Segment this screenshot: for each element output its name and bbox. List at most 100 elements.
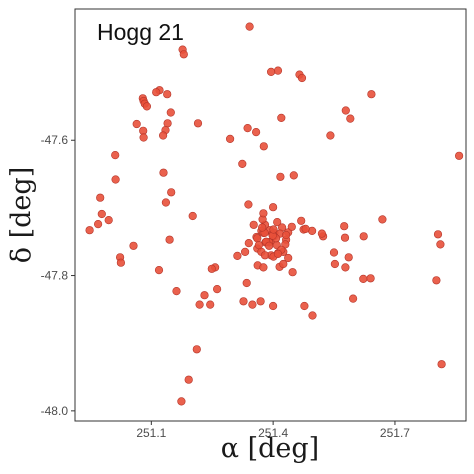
data-point <box>248 300 257 309</box>
data-point <box>165 235 174 244</box>
data-point <box>432 276 441 285</box>
data-point <box>437 360 446 369</box>
data-point <box>289 171 298 180</box>
data-point <box>200 291 209 300</box>
data-point <box>244 239 253 248</box>
data-point <box>195 300 204 309</box>
data-point <box>239 297 248 306</box>
data-point <box>167 188 176 197</box>
data-point <box>184 375 193 384</box>
data-point <box>241 247 250 256</box>
data-point <box>330 259 340 269</box>
data-point <box>284 253 293 263</box>
x-tick-label: 251.1 <box>136 426 166 440</box>
data-point <box>152 88 161 97</box>
data-point <box>256 297 265 306</box>
data-point <box>276 172 285 181</box>
data-point <box>244 200 253 209</box>
data-point <box>96 193 105 202</box>
data-point <box>116 258 125 267</box>
data-point <box>206 300 215 309</box>
data-point <box>259 209 268 218</box>
data-point <box>161 198 170 207</box>
data-point <box>349 294 358 303</box>
x-axis-ticks: 251.1 251.4 251.7 <box>136 421 410 440</box>
data-point <box>277 113 286 122</box>
data-point <box>317 229 327 238</box>
data-point <box>265 241 274 250</box>
data-point <box>129 241 138 250</box>
data-point <box>193 119 203 128</box>
data-point <box>267 67 276 76</box>
data-point <box>97 209 106 219</box>
data-point <box>166 108 175 117</box>
data-point <box>159 168 168 177</box>
data-point <box>93 220 103 229</box>
data-point <box>159 131 168 140</box>
data-point <box>340 222 349 231</box>
plot-panel-border <box>74 8 467 422</box>
data-point <box>366 274 375 283</box>
data-point <box>254 241 263 250</box>
data-point <box>188 211 197 221</box>
data-point <box>287 222 296 231</box>
data-point <box>245 22 254 31</box>
data-point <box>282 230 291 240</box>
data-point <box>242 278 251 288</box>
data-point <box>207 264 216 273</box>
y-tick-label: -48.0 <box>41 404 69 418</box>
data-point <box>179 50 188 59</box>
data-point <box>177 397 186 406</box>
data-point <box>111 151 120 160</box>
y-axis-ticks: -47.6 -47.8 -48.0 <box>41 133 75 418</box>
data-point <box>192 345 201 354</box>
data-point <box>233 251 242 260</box>
data-point <box>436 240 445 249</box>
data-point <box>273 218 282 227</box>
data-point <box>326 131 335 140</box>
data-point <box>300 301 309 311</box>
y-axis-title: δ [deg] <box>6 167 37 263</box>
data-point <box>367 90 376 99</box>
data-point <box>213 285 222 294</box>
data-point <box>329 248 339 257</box>
data-point <box>258 223 267 232</box>
data-point <box>340 233 350 242</box>
data-point <box>259 263 268 272</box>
data-point <box>249 220 258 229</box>
data-point <box>253 234 262 243</box>
y-tick-label: -47.6 <box>41 133 69 147</box>
data-point <box>359 274 368 284</box>
data-point <box>111 175 120 184</box>
data-point <box>238 159 247 168</box>
data-point <box>259 142 268 151</box>
data-point <box>378 215 387 224</box>
data-point <box>297 73 307 83</box>
data-point <box>269 301 278 311</box>
data-point <box>297 216 306 225</box>
data-point <box>132 119 141 129</box>
data-point <box>243 124 252 133</box>
data-point <box>163 119 172 128</box>
data-point <box>341 263 350 272</box>
data-point <box>346 114 355 123</box>
data-points <box>85 22 464 406</box>
data-point <box>455 151 464 160</box>
data-point <box>433 230 443 239</box>
data-point <box>172 287 181 296</box>
data-point <box>344 253 353 262</box>
data-point <box>279 259 288 269</box>
data-point <box>139 133 148 142</box>
data-point <box>269 203 278 212</box>
data-point <box>308 311 317 320</box>
data-point <box>142 102 151 111</box>
y-tick-label: -47.8 <box>41 269 69 283</box>
data-point <box>359 232 368 241</box>
data-point <box>269 225 278 234</box>
data-point <box>104 216 113 225</box>
data-point <box>163 90 172 99</box>
data-point <box>85 226 94 235</box>
x-tick-label: 251.7 <box>380 426 410 440</box>
